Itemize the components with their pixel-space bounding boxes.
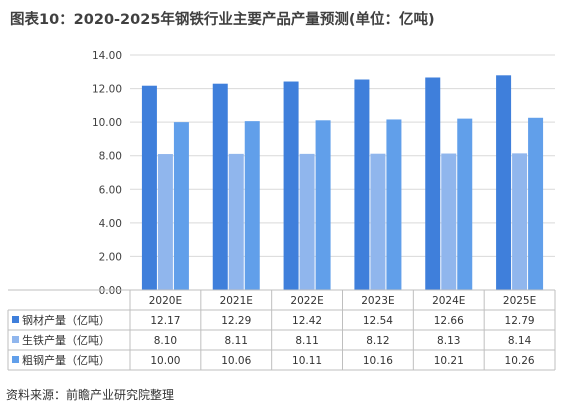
source-note: 资料来源：前瞻产业研究院整理	[6, 388, 175, 402]
x-tick-label: 2023E	[361, 295, 394, 307]
x-tick-label: 2022E	[290, 295, 323, 307]
data-label: 8.13	[437, 335, 460, 347]
bar	[157, 154, 173, 290]
chart-title: 图表10：2020-2025年钢铁行业主要产品产量预测(单位：亿吨)	[10, 12, 435, 28]
bar	[512, 153, 528, 290]
x-tick-label: 2024E	[432, 295, 465, 307]
data-label: 12.29	[221, 315, 251, 327]
y-axis-ticks: 0.00 2.00 4.00 6.00 8.00 10.00 12.00 14.00	[92, 50, 122, 297]
bar	[457, 118, 473, 290]
data-label: 8.10	[154, 335, 177, 347]
bar	[228, 153, 244, 290]
y-tick-label: 12.00	[92, 84, 122, 96]
y-tick-label: 0.00	[99, 285, 122, 297]
y-tick-label: 2.00	[99, 251, 122, 263]
data-label: 12.54	[363, 315, 393, 327]
data-label: 8.12	[366, 335, 389, 347]
bar	[370, 153, 386, 290]
legend-swatch	[12, 336, 19, 343]
data-label: 12.79	[505, 315, 535, 327]
data-label: 8.14	[508, 335, 532, 347]
y-tick-label: 6.00	[99, 184, 122, 196]
bar	[496, 75, 512, 290]
data-table: 2020E 2021E 2022E 2023E 2024E 2025E 钢材产量（亿吨） 12…	[7, 289, 556, 371]
data-label: 10.11	[292, 355, 322, 367]
legend-label: 钢材产量（亿吨）	[22, 313, 110, 327]
data-label: 12.17	[150, 315, 180, 327]
x-tick-label: 2025E	[503, 295, 536, 307]
data-label: 12.42	[292, 315, 322, 327]
y-tick-label: 14.00	[92, 50, 122, 62]
legend-swatch	[12, 356, 19, 363]
bar	[299, 153, 315, 290]
data-label: 10.16	[363, 355, 393, 367]
bar	[315, 120, 331, 291]
data-label: 10.21	[434, 355, 464, 367]
bars-layer	[141, 75, 544, 291]
legend-label: 生铁产量（亿吨）	[22, 333, 110, 347]
grid-layer	[130, 54, 555, 257]
bar	[441, 153, 457, 290]
bar	[212, 83, 228, 290]
data-label: 10.26	[505, 355, 535, 367]
y-tick-label: 4.00	[99, 218, 122, 230]
data-label: 8.11	[295, 335, 318, 347]
x-tick-label: 2020E	[149, 295, 182, 307]
bar	[244, 121, 260, 290]
x-tick-label: 2021E	[220, 295, 253, 307]
bar	[528, 117, 544, 291]
bar	[283, 81, 299, 291]
bar	[173, 122, 189, 291]
y-tick-label: 10.00	[92, 117, 122, 129]
bar	[354, 79, 370, 290]
data-label: 12.66	[434, 315, 464, 327]
bar	[425, 77, 441, 290]
legend-label: 粗钢产量（亿吨）	[22, 353, 110, 367]
data-label: 10.06	[221, 355, 251, 367]
bar	[386, 119, 402, 290]
legend-swatch	[12, 316, 19, 323]
data-label: 8.11	[225, 335, 248, 347]
y-tick-label: 8.00	[99, 151, 122, 163]
bar	[141, 85, 157, 290]
data-label: 10.00	[150, 355, 180, 367]
